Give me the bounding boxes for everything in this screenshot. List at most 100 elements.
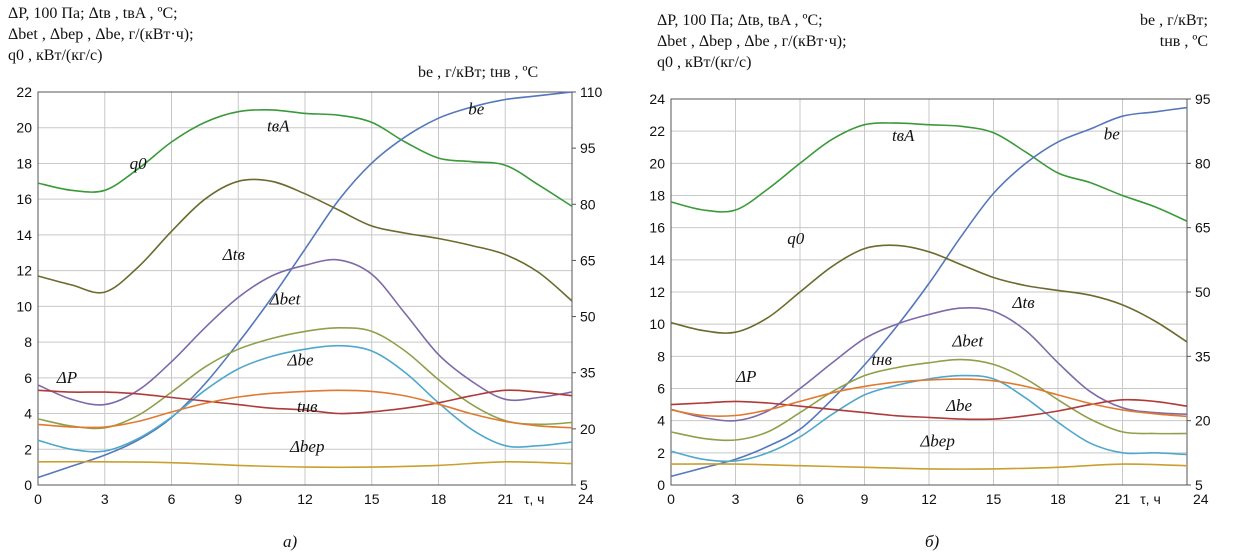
- y-left-tick-label: 4: [657, 413, 665, 429]
- y-left-tick-label: 10: [649, 316, 665, 332]
- panel-b-left-header-line-1: ΔP, 100 Па; Δtв, tвA , ºC;: [657, 12, 823, 29]
- y-left-tick-label: 12: [16, 263, 32, 279]
- series-label: Δbet: [951, 332, 984, 351]
- series-label: q0: [787, 229, 805, 248]
- x-tick-label: 12: [921, 491, 937, 507]
- series-line-q0: [670, 244, 1188, 343]
- series-label: Δtв: [222, 245, 246, 264]
- series-line-Δbet: [670, 358, 1188, 442]
- series-line-Δtв: [37, 258, 573, 406]
- series-line-Δbep: [670, 463, 1188, 470]
- y-right-tick-label: 35: [580, 365, 596, 381]
- y-right-tick-label: 5: [580, 477, 588, 493]
- panel-a-grid: [37, 91, 573, 486]
- x-tick-label: 0: [34, 491, 42, 507]
- plot-frame: [37, 91, 573, 486]
- series-line-be: [37, 91, 573, 479]
- series-line-Δbe: [670, 374, 1188, 463]
- x-tick-label: 18: [431, 491, 447, 507]
- series-line-tнв: [37, 389, 573, 429]
- series-label: Δbep: [919, 431, 955, 450]
- x-tick-label: 21: [1115, 491, 1131, 507]
- series-label: ΔP: [56, 368, 77, 387]
- series-label: Δbet: [269, 290, 302, 309]
- y-right-tick-label: 50: [1195, 284, 1211, 300]
- y-left-tick-label: 2: [657, 445, 665, 461]
- y-left-tick-label: 12: [649, 284, 665, 300]
- x-tick-label: 21: [497, 491, 513, 507]
- panel-a-right-axis-header: be , г/кВт; tнв , ºC: [418, 62, 538, 83]
- y-left-tick-label: 22: [16, 84, 32, 100]
- y-right-tick-label: 80: [1195, 155, 1211, 171]
- panel-b-right-header-line-1: be , г/кВт;: [1140, 12, 1208, 29]
- series-line-be: [670, 106, 1188, 478]
- y-left-tick-label: 0: [24, 477, 32, 493]
- y-left-tick-label: 18: [649, 188, 665, 204]
- x-tick-label: 15: [364, 491, 380, 507]
- x-tick-label: 6: [796, 491, 804, 507]
- y-right-tick-label: 80: [580, 196, 596, 212]
- series-label: ΔP: [735, 367, 756, 386]
- y-right-tick-label: 20: [580, 421, 596, 437]
- series-label: tнв: [871, 350, 892, 369]
- series-line-Δbep: [37, 460, 573, 469]
- series-label: be: [1104, 125, 1121, 144]
- y-left-tick-label: 20: [16, 120, 32, 136]
- y-left-tick-label: 14: [649, 252, 665, 268]
- y-right-tick-label: 110: [580, 84, 603, 100]
- y-right-tick-label: 20: [1195, 413, 1211, 429]
- x-tick-label: 12: [297, 491, 313, 507]
- x-tick-label: 15: [986, 491, 1002, 507]
- y-left-tick-label: 10: [16, 298, 32, 314]
- x-axis-label: τ, ч: [524, 491, 545, 507]
- y-left-tick-label: 0: [657, 477, 665, 493]
- series-line-tнв: [670, 378, 1188, 418]
- y-left-tick-label: 16: [16, 191, 32, 207]
- series-label: tвA: [267, 116, 290, 135]
- y-left-tick-label: 6: [657, 381, 665, 397]
- panel-b-left-axis-header: ΔP, 100 Па; Δtв, tвA , ºC; Δbet , Δbep ,…: [657, 10, 847, 73]
- panel-b-right-header-line-2: tнв , ºC: [1159, 33, 1208, 50]
- y-right-tick-label: 5: [1195, 477, 1203, 493]
- y-right-tick-label: 65: [1195, 220, 1211, 236]
- y-left-tick-label: 18: [16, 155, 32, 171]
- series-label: be: [468, 99, 485, 118]
- y-right-tick-label: 95: [580, 140, 596, 156]
- series-line-Δbet: [37, 326, 573, 430]
- x-tick-label: 3: [101, 491, 109, 507]
- y-left-tick-label: 24: [649, 91, 665, 107]
- x-tick-label: 9: [234, 491, 242, 507]
- series-line-tвA: [37, 108, 573, 207]
- panel-b-right-axis-header: be , г/кВт; tнв , ºC: [1140, 10, 1208, 52]
- series-line-Δbe: [37, 344, 573, 453]
- series-label: Δbe: [287, 350, 314, 369]
- series-label: tвA: [892, 126, 915, 145]
- panel-a-label: а): [283, 532, 298, 551]
- panel-a-right-header-line-1: be , г/кВт; tнв , ºC: [418, 64, 539, 81]
- panel-a-left-axis-header: ΔP, 100 Па; Δtв , tвA , ºC; Δbet , Δbep …: [8, 3, 194, 66]
- y-left-tick-label: 6: [24, 370, 32, 386]
- series-label: Δtв: [1012, 293, 1036, 312]
- y-left-tick-label: 2: [24, 441, 32, 457]
- y-left-tick-label: 20: [649, 155, 665, 171]
- y-right-tick-label: 95: [1195, 91, 1211, 107]
- y-left-tick-label: 14: [16, 227, 32, 243]
- y-left-tick-label: 22: [649, 123, 665, 139]
- y-left-tick-label: 8: [24, 334, 32, 350]
- y-right-tick-label: 50: [580, 309, 596, 325]
- x-tick-label: 24: [578, 491, 594, 507]
- x-tick-label: 0: [667, 491, 675, 507]
- panel-b-left-header-line-2: Δbet , Δbep , Δbe , г/(кВт·ч);: [657, 33, 847, 50]
- series-line-ΔP: [670, 398, 1188, 421]
- panel-a-left-header-line-1: ΔP, 100 Па; Δtв , tвA , ºC;: [8, 5, 178, 22]
- y-left-tick-label: 8: [657, 348, 665, 364]
- panel-a-left-header-line-3: q0 , кВт/(кг/с): [8, 47, 103, 64]
- panel-b-left-header-line-3: q0 , кВт/(кг/с): [657, 54, 752, 71]
- y-left-tick-label: 4: [24, 406, 32, 422]
- panel-a-left-header-line-2: Δbet , Δbep , Δbe, г/(кВт·ч);: [8, 26, 194, 43]
- panel-b-label: б): [925, 532, 940, 551]
